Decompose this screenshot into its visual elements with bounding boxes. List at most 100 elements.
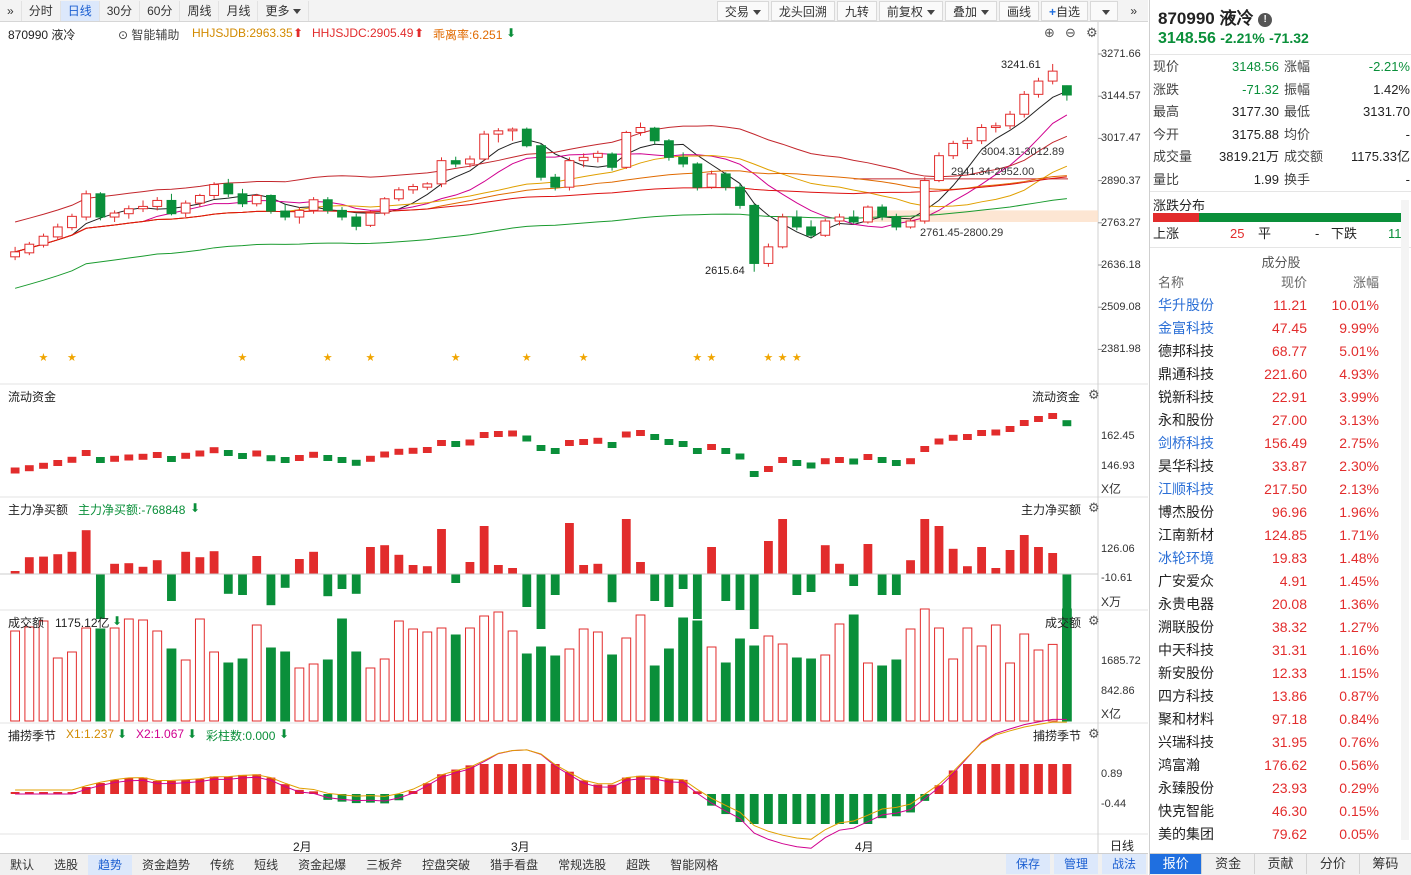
minus-icon[interactable]: ⊖ bbox=[1065, 25, 1076, 40]
amount-bar bbox=[493, 611, 504, 722]
net-bar bbox=[53, 554, 63, 574]
constituent-row[interactable]: 永贵电器 20.08 1.36% bbox=[1150, 593, 1411, 616]
month-label: 2月 bbox=[293, 840, 312, 854]
draw-button[interactable]: 画线 bbox=[998, 1, 1039, 21]
tab-fund[interactable]: 资金 bbox=[1202, 854, 1255, 874]
constituent-row[interactable]: 冰轮环境 19.83 1.48% bbox=[1150, 547, 1411, 570]
down-arrow-icon: ⬇ bbox=[187, 727, 198, 741]
period-60min[interactable]: 60分 bbox=[140, 0, 181, 21]
constituent-row[interactable]: 华升股份 11.21 10.01% bbox=[1150, 294, 1411, 317]
season-bar bbox=[95, 782, 105, 794]
chart-area[interactable]: ★ ★ ★ ★ ★ ★ ★ ★ ★ ★ ★ ★ ★ 870990 液冷 ⊙ 智能辅助 HHJSJDB:2… bbox=[0, 22, 1148, 854]
flow-bar bbox=[81, 450, 91, 456]
watchlist-dropdown[interactable] bbox=[1090, 1, 1118, 21]
period-minute[interactable]: 分时 bbox=[22, 0, 61, 21]
constituent-row[interactable]: 新安股份 12.33 1.15% bbox=[1150, 662, 1411, 685]
constituent-price: 31.95 bbox=[1271, 734, 1307, 750]
tab-stock-pick[interactable]: 选股 bbox=[54, 857, 79, 872]
expand-icon[interactable]: » bbox=[0, 0, 22, 21]
settings-icon[interactable]: ⚙ bbox=[1088, 726, 1100, 741]
constituent-row[interactable]: 鸿富瀚 176.62 0.56% bbox=[1150, 754, 1411, 777]
tab-control-break[interactable]: 控盘突破 bbox=[422, 857, 471, 872]
tab-contribution[interactable]: 贡献 bbox=[1255, 854, 1308, 874]
tab-traditional[interactable]: 传统 bbox=[210, 857, 235, 872]
constituent-row[interactable]: 四方科技 13.86 0.87% bbox=[1150, 685, 1411, 708]
tab-fund-burst[interactable]: 资金起爆 bbox=[298, 857, 347, 872]
constituent-row[interactable]: 昊华科技 33.87 2.30% bbox=[1150, 455, 1411, 478]
constituent-name: 快克智能 bbox=[1158, 803, 1214, 819]
net-panel-value: 主力净买额:-768848 bbox=[78, 503, 186, 517]
amount-bar bbox=[81, 627, 92, 722]
amount-bar bbox=[152, 630, 163, 722]
period-more[interactable]: 更多 bbox=[258, 0, 310, 21]
constituent-name: 永臻股份 bbox=[1158, 780, 1214, 796]
add-watchlist-button[interactable]: +自选 bbox=[1040, 1, 1088, 21]
constituent-row[interactable]: 兴瑞科技 31.95 0.76% bbox=[1150, 731, 1411, 754]
constituent-name: 江南新材 bbox=[1158, 527, 1214, 543]
candle-body bbox=[777, 216, 788, 248]
settings-icon[interactable]: ⚙ bbox=[1088, 387, 1100, 402]
nine-turn-button[interactable]: 九转 bbox=[836, 1, 877, 21]
down-arrow-icon: ⬇ bbox=[117, 727, 128, 741]
flow-bar bbox=[721, 448, 731, 454]
tab-default[interactable]: 默认 bbox=[10, 857, 35, 872]
add-icon[interactable]: ⊕ bbox=[1044, 25, 1055, 40]
constituent-price: 22.91 bbox=[1271, 389, 1307, 405]
trade-button[interactable]: 交易 bbox=[716, 1, 769, 21]
scrollbar[interactable] bbox=[1401, 200, 1409, 840]
constituent-row[interactable]: 永臻股份 23.93 0.29% bbox=[1150, 777, 1411, 800]
constituent-row[interactable]: 溯联股份 38.32 1.27% bbox=[1150, 616, 1411, 639]
settings-icon[interactable]: ⚙ bbox=[1088, 613, 1100, 628]
tab-short-term[interactable]: 短线 bbox=[254, 857, 279, 872]
tab-fund-trend[interactable]: 资金趋势 bbox=[142, 857, 191, 872]
constituent-row[interactable]: 广安爱众 4.91 1.45% bbox=[1150, 570, 1411, 593]
candle-body bbox=[521, 128, 532, 147]
constituent-row[interactable]: 永和股份 27.00 3.13% bbox=[1150, 409, 1411, 432]
constituent-row[interactable]: 聚和材料 97.18 0.84% bbox=[1150, 708, 1411, 731]
tab-price-split[interactable]: 分价 bbox=[1307, 854, 1360, 874]
constituent-row[interactable]: 江南新材 124.85 1.71% bbox=[1150, 524, 1411, 547]
constituent-row[interactable]: 德邦科技 68.77 5.01% bbox=[1150, 340, 1411, 363]
period-month[interactable]: 月线 bbox=[219, 0, 259, 21]
constituent-row[interactable]: 中天科技 31.31 1.16% bbox=[1150, 639, 1411, 662]
candle-body bbox=[578, 156, 589, 162]
tab-hunter[interactable]: 猎手看盘 bbox=[490, 857, 539, 872]
tab-trend[interactable]: 趋势 bbox=[88, 854, 133, 875]
constituent-row[interactable]: 鼎通科技 221.60 4.93% bbox=[1150, 363, 1411, 386]
overlay-button[interactable]: 叠加 bbox=[944, 1, 997, 21]
manage-button[interactable]: 管理 bbox=[1053, 854, 1098, 874]
constituent-row[interactable]: 江顺科技 217.50 2.13% bbox=[1150, 478, 1411, 501]
save-button[interactable]: 保存 bbox=[1005, 854, 1050, 874]
settings-icon[interactable]: ⚙ bbox=[1088, 500, 1100, 515]
constituent-name: 溯联股份 bbox=[1158, 619, 1214, 635]
constituent-row[interactable]: 金富科技 47.45 9.99% bbox=[1150, 317, 1411, 340]
tab-quote[interactable]: 报价 bbox=[1150, 854, 1203, 874]
tab-oversold[interactable]: 超跌 bbox=[626, 857, 651, 872]
leader-review-button[interactable]: 龙头回溯 bbox=[770, 1, 835, 21]
net-bar bbox=[195, 557, 205, 574]
constituent-row[interactable]: 剑桥科技 156.49 2.75% bbox=[1150, 432, 1411, 455]
flow-panel-title: 流动资金 bbox=[8, 390, 57, 404]
constituent-row[interactable]: 博杰股份 96.96 1.96% bbox=[1150, 501, 1411, 524]
tab-smart-grid[interactable]: 智能网格 bbox=[670, 857, 719, 872]
tab-chips[interactable]: 筹码 bbox=[1360, 854, 1411, 874]
constituent-row[interactable]: 美的集团 79.62 0.05% bbox=[1150, 823, 1411, 846]
net-bar bbox=[636, 562, 645, 574]
settings-icon[interactable]: ⚙ bbox=[1086, 25, 1098, 40]
period-day[interactable]: 日线 bbox=[60, 0, 100, 21]
strategy-button[interactable]: 战法 bbox=[1101, 854, 1146, 874]
tab-regular-pick[interactable]: 常规选股 bbox=[558, 857, 607, 872]
constituent-row[interactable]: 快克智能 46.30 0.15% bbox=[1150, 800, 1411, 823]
period-30min[interactable]: 30分 bbox=[100, 0, 141, 21]
period-week[interactable]: 周线 bbox=[180, 0, 220, 21]
constituent-row[interactable]: 锐新科技 22.91 3.99% bbox=[1150, 386, 1411, 409]
flow-bar bbox=[835, 457, 844, 463]
assist-toggle[interactable]: ⊙ 智能辅助 bbox=[118, 28, 180, 42]
adjust-button[interactable]: 前复权 bbox=[878, 1, 943, 21]
collapse-icon[interactable]: » bbox=[1130, 3, 1137, 18]
tab-three-axe[interactable]: 三板斧 bbox=[366, 857, 403, 872]
info-icon[interactable]: ! bbox=[1258, 12, 1273, 27]
net-bar bbox=[877, 574, 887, 595]
amount-panel-title: 成交额 bbox=[8, 616, 45, 630]
constituent-name: 广安爱众 bbox=[1158, 573, 1214, 589]
